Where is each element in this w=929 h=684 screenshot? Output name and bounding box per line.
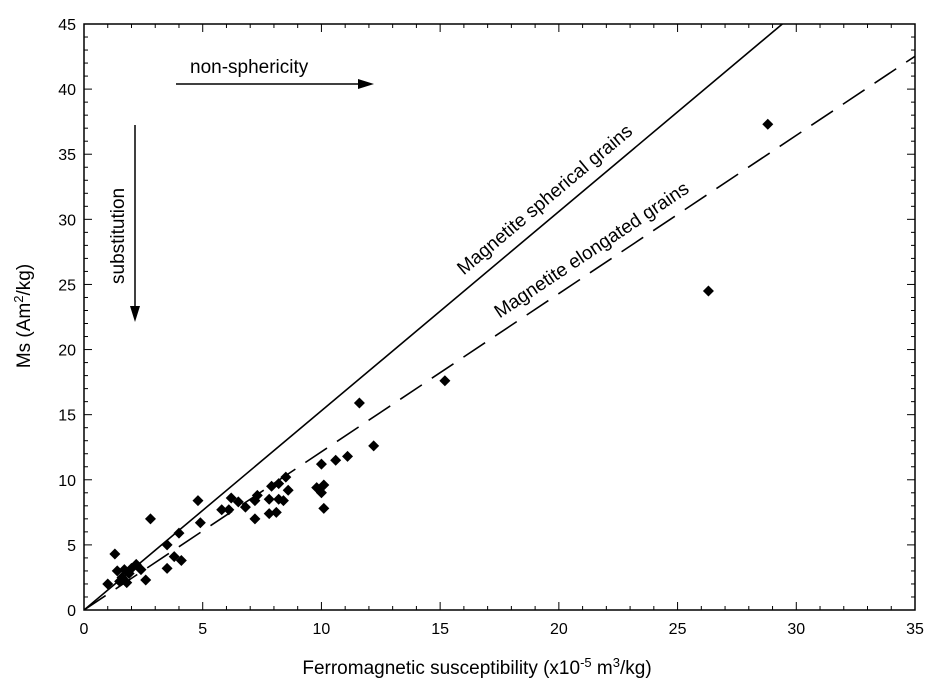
down-arrow-head-icon	[130, 306, 140, 322]
y-tick-label: 15	[58, 408, 76, 425]
data-point	[109, 548, 121, 560]
data-point	[330, 454, 342, 466]
y-tick-label: 35	[58, 147, 76, 164]
x-tick-label: 10	[313, 621, 331, 638]
spherical-grains-label: Magnetite spherical grains	[454, 121, 637, 280]
x-axis-label: Ferromagnetic susceptibility (x10-5 m3/k…	[302, 655, 651, 679]
spherical-grains-line	[84, 24, 784, 610]
substitution-label: substitution	[108, 188, 129, 284]
y-tick-label: 0	[67, 603, 76, 620]
x-tick-label: 35	[906, 621, 924, 638]
data-point	[135, 564, 147, 576]
data-point	[239, 501, 251, 513]
non-sphericity-label: non-sphericity	[190, 57, 309, 78]
data-point	[173, 527, 185, 539]
y-tick-labels: 0 5 10 15 20 25 30 35 40 45	[58, 17, 76, 620]
data-point	[175, 555, 187, 567]
y-tick-label: 10	[58, 473, 76, 490]
data-point	[225, 492, 237, 504]
y-tick-label: 45	[58, 17, 76, 34]
data-point	[277, 495, 289, 507]
data-point	[192, 495, 204, 507]
y-axis-label: Ms (Am2/kg)	[11, 264, 35, 368]
elongated-grains-line	[84, 55, 915, 610]
data-point	[168, 551, 180, 563]
x-tick-label: 15	[431, 621, 449, 638]
x-tick-label: 30	[787, 621, 805, 638]
x-tick-label: 5	[198, 621, 207, 638]
plot-frame	[83, 23, 916, 611]
x-tick-label: 25	[669, 621, 687, 638]
data-point	[263, 493, 275, 505]
x-tick-label: 0	[80, 621, 89, 638]
data-points	[102, 118, 774, 590]
data-point	[702, 285, 714, 297]
data-point	[194, 517, 206, 529]
data-point	[368, 440, 380, 452]
y-tick-label: 5	[67, 538, 76, 555]
data-point	[439, 375, 451, 387]
y-tick-label: 20	[58, 343, 76, 360]
elongated-grains-label: Magnetite elongated grains	[491, 178, 693, 323]
data-point	[216, 504, 228, 516]
data-point	[102, 578, 114, 590]
data-point	[282, 484, 294, 496]
data-point	[121, 577, 133, 589]
data-point	[144, 513, 156, 525]
axis-ticks	[83, 23, 916, 611]
data-point	[140, 574, 152, 586]
data-point	[232, 496, 244, 508]
data-point	[315, 458, 327, 470]
data-point	[161, 539, 173, 551]
y-tick-label: 25	[58, 277, 76, 294]
y-tick-label: 30	[58, 212, 76, 229]
data-point	[762, 118, 774, 130]
data-point	[280, 471, 292, 483]
data-point	[249, 513, 261, 525]
substitution-annotation: substitution	[108, 125, 140, 322]
y-tick-label: 40	[58, 82, 76, 99]
data-point	[223, 504, 235, 516]
data-point	[270, 506, 282, 518]
x-tick-labels: 0 5 10 15 20 25 30 35	[80, 621, 924, 638]
data-point	[318, 479, 330, 491]
data-point	[342, 450, 354, 462]
data-point	[251, 489, 263, 501]
non-sphericity-annotation: non-sphericity	[176, 57, 374, 89]
data-point	[318, 502, 330, 514]
data-point	[263, 508, 275, 520]
reference-lines	[84, 24, 915, 610]
x-tick-label: 20	[550, 621, 568, 638]
data-point	[161, 562, 173, 574]
data-point	[353, 397, 365, 409]
data-point	[273, 478, 285, 490]
data-point	[111, 565, 123, 577]
right-arrow-head-icon	[358, 79, 374, 89]
